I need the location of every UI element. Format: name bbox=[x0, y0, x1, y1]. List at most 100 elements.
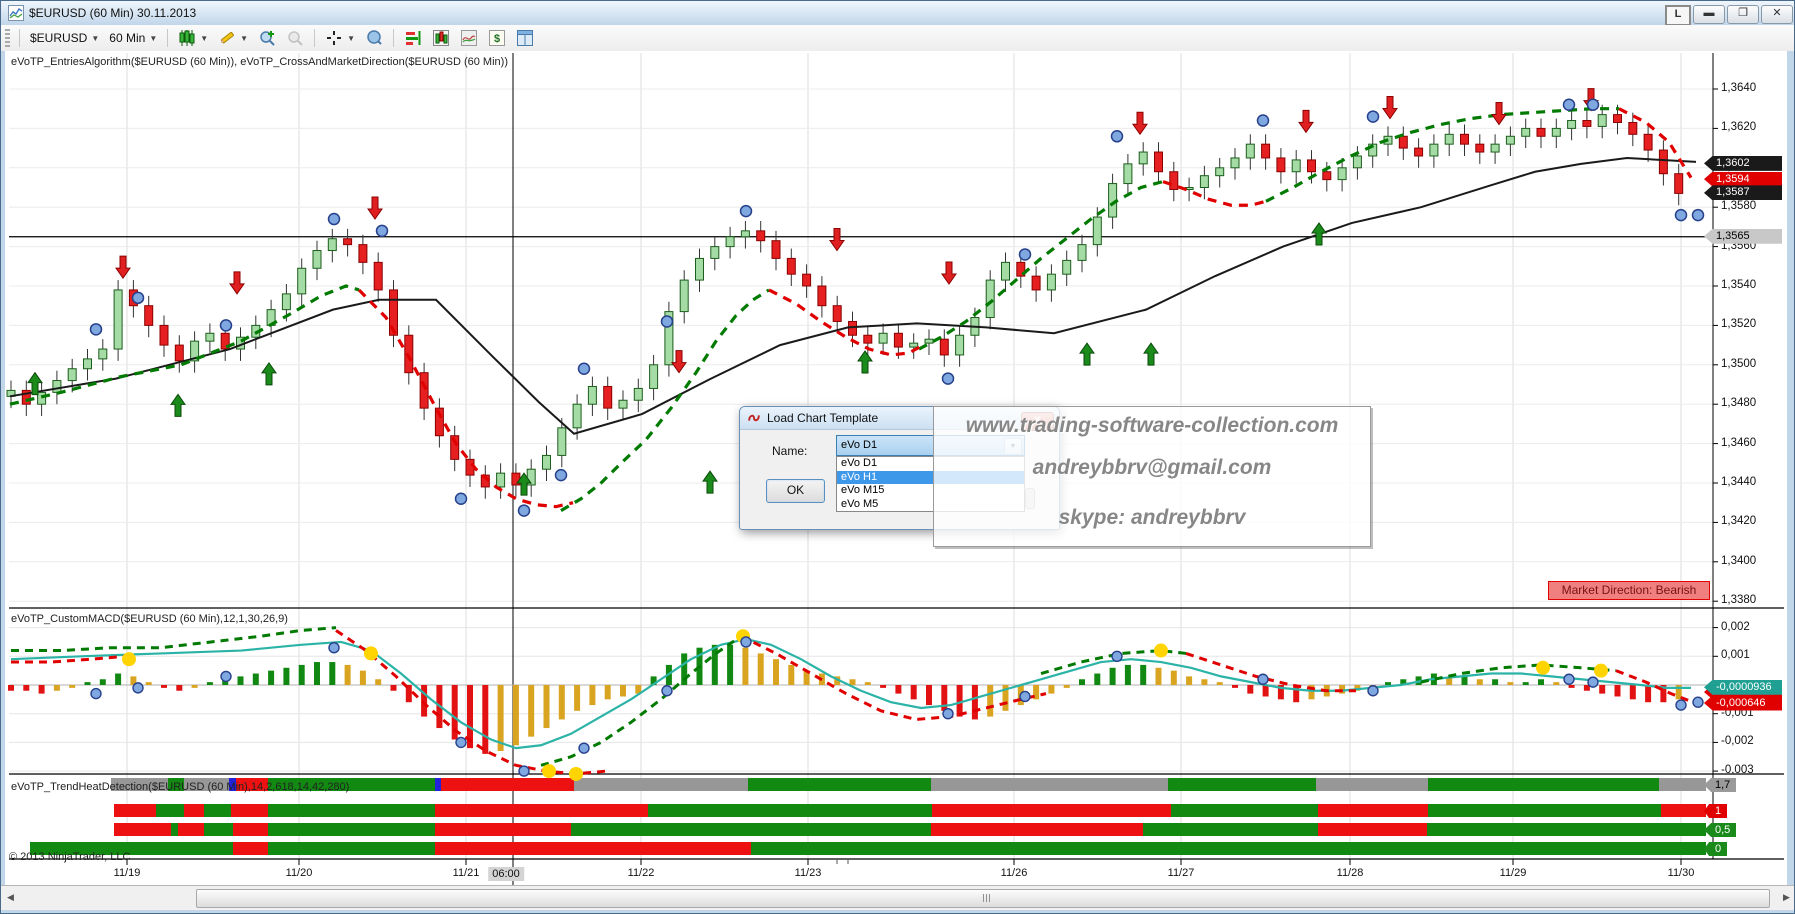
window-frame bbox=[1, 909, 1794, 913]
chevron-down-icon: ▼ bbox=[240, 33, 249, 43]
entry-dot bbox=[1110, 130, 1124, 143]
magnifier-icon bbox=[367, 30, 382, 45]
down-arrow-signal bbox=[1132, 111, 1148, 136]
up-arrow-signal bbox=[27, 371, 43, 396]
entry-dot bbox=[454, 492, 468, 506]
up-arrow-signal bbox=[857, 350, 873, 374]
minimize-button[interactable]: ▬ bbox=[1693, 5, 1725, 24]
watermark-line-3: skype: andreybbrv bbox=[1058, 506, 1246, 529]
entry-dot bbox=[660, 315, 674, 328]
scroll-left-arrow-icon[interactable]: ◀ bbox=[7, 892, 14, 902]
panel-button[interactable] bbox=[511, 26, 539, 50]
bar-chart-icon bbox=[433, 30, 449, 46]
dollar-icon: $ bbox=[489, 30, 505, 46]
draw-tool-button[interactable]: ▼ bbox=[213, 26, 253, 50]
dialog-title: Load Chart Template bbox=[767, 411, 879, 425]
separator bbox=[19, 29, 20, 47]
entry-dot bbox=[1256, 114, 1270, 127]
horizontal-scrollbar[interactable]: ◀ ▶ bbox=[1, 885, 1794, 910]
chart-app-icon bbox=[8, 5, 24, 21]
panel-icon bbox=[517, 30, 533, 46]
up-arrow-signal bbox=[1311, 222, 1327, 246]
crosshair-icon bbox=[327, 31, 342, 45]
down-arrow-signal bbox=[829, 228, 845, 252]
zoom-in-button[interactable] bbox=[253, 26, 281, 50]
toolbar-grip[interactable] bbox=[5, 29, 10, 47]
entry-dot bbox=[219, 319, 233, 332]
entry-dot bbox=[375, 224, 389, 238]
chevron-down-icon: ▼ bbox=[347, 33, 355, 43]
dropdown-option[interactable]: eVo M5 bbox=[841, 497, 879, 510]
entry-dot bbox=[577, 362, 591, 375]
up-arrow-signal bbox=[261, 361, 277, 386]
zoom-in-icon bbox=[260, 31, 275, 46]
svg-text:$: $ bbox=[494, 33, 500, 45]
scrollbar-grip bbox=[983, 894, 991, 902]
entry-dot bbox=[131, 291, 145, 305]
entry-dot bbox=[941, 372, 955, 385]
down-arrow-signal bbox=[941, 261, 957, 285]
up-arrow-signal bbox=[170, 393, 186, 417]
down-arrow-signal bbox=[115, 255, 131, 279]
watermark-line-1: www.trading-software-collection.com bbox=[965, 414, 1339, 437]
up-arrow-signal bbox=[1143, 342, 1159, 366]
instrument-selector[interactable]: $EURUSD ▼ bbox=[30, 31, 100, 45]
up-arrow-signal bbox=[702, 470, 718, 494]
entry-dot bbox=[1366, 110, 1380, 123]
scroll-right-arrow-icon[interactable]: ▶ bbox=[1783, 892, 1790, 902]
entry-dot bbox=[517, 504, 531, 517]
bar-chart-button[interactable] bbox=[427, 26, 455, 50]
candlestick-style-icon bbox=[179, 30, 195, 46]
zoom-out-icon bbox=[288, 31, 303, 46]
watermark-overlay: www.trading-software-collection.com andr… bbox=[933, 406, 1371, 547]
scrollbar-thumb[interactable] bbox=[196, 889, 1770, 908]
ninjatrader-icon bbox=[748, 414, 760, 422]
line-chart-icon bbox=[461, 30, 477, 46]
entry-dot bbox=[1562, 98, 1576, 112]
up-arrow-signal bbox=[1079, 342, 1095, 366]
market-direction-badge: Market Direction: Bearish bbox=[1548, 581, 1710, 600]
chevron-down-icon: ▼ bbox=[91, 33, 100, 43]
entry-dot bbox=[327, 212, 341, 226]
watermark-line-2: andreybbrv@gmail.com bbox=[1032, 456, 1272, 479]
chevron-down-icon: ▼ bbox=[200, 33, 209, 43]
magnifier-button[interactable] bbox=[360, 26, 388, 50]
entry-dot bbox=[1691, 208, 1705, 222]
zoom-out-button[interactable] bbox=[281, 26, 309, 50]
entry-dot bbox=[554, 468, 568, 482]
maximize-button[interactable]: ❐ bbox=[1727, 5, 1759, 24]
separator bbox=[314, 29, 316, 47]
down-arrow-signal bbox=[1298, 109, 1314, 134]
dropdown-option[interactable]: eVo D1 bbox=[841, 457, 878, 469]
down-arrow-signal bbox=[367, 196, 383, 220]
entry-dot bbox=[89, 323, 103, 336]
up-arrow-signal bbox=[516, 472, 532, 496]
window-frame bbox=[1787, 51, 1794, 913]
chevron-down-icon: ▼ bbox=[149, 33, 158, 43]
data-series-icon bbox=[406, 31, 421, 45]
dropdown-option[interactable]: eVo M15 bbox=[841, 484, 885, 496]
separator bbox=[167, 29, 169, 47]
entry-dot bbox=[1018, 248, 1032, 261]
name-label: Name: bbox=[772, 444, 808, 458]
entry-dot bbox=[1674, 208, 1688, 222]
account-dollar-button[interactable]: $ bbox=[483, 26, 511, 50]
close-button[interactable]: ✕ bbox=[1761, 5, 1793, 24]
separator bbox=[393, 29, 394, 47]
crosshair-button[interactable]: ▼ bbox=[320, 26, 360, 50]
entry-dot bbox=[739, 204, 753, 218]
down-arrow-signal bbox=[1382, 96, 1398, 120]
entry-dot bbox=[1586, 98, 1600, 112]
down-arrow-signal bbox=[1491, 101, 1507, 126]
data-series-button[interactable] bbox=[399, 26, 427, 50]
line-chart-button[interactable] bbox=[455, 26, 483, 50]
down-arrow-signal bbox=[671, 350, 687, 374]
down-arrow-signal bbox=[229, 271, 245, 295]
pencil-draw-icon bbox=[220, 32, 234, 44]
window-title: $EURUSD (60 Min) 30.11.2013 bbox=[29, 6, 197, 20]
ok-button[interactable]: OK bbox=[766, 479, 825, 503]
interval-selector[interactable]: 60 Min ▼ bbox=[109, 31, 158, 45]
candlestick-style-button[interactable]: ▼ bbox=[173, 26, 213, 50]
